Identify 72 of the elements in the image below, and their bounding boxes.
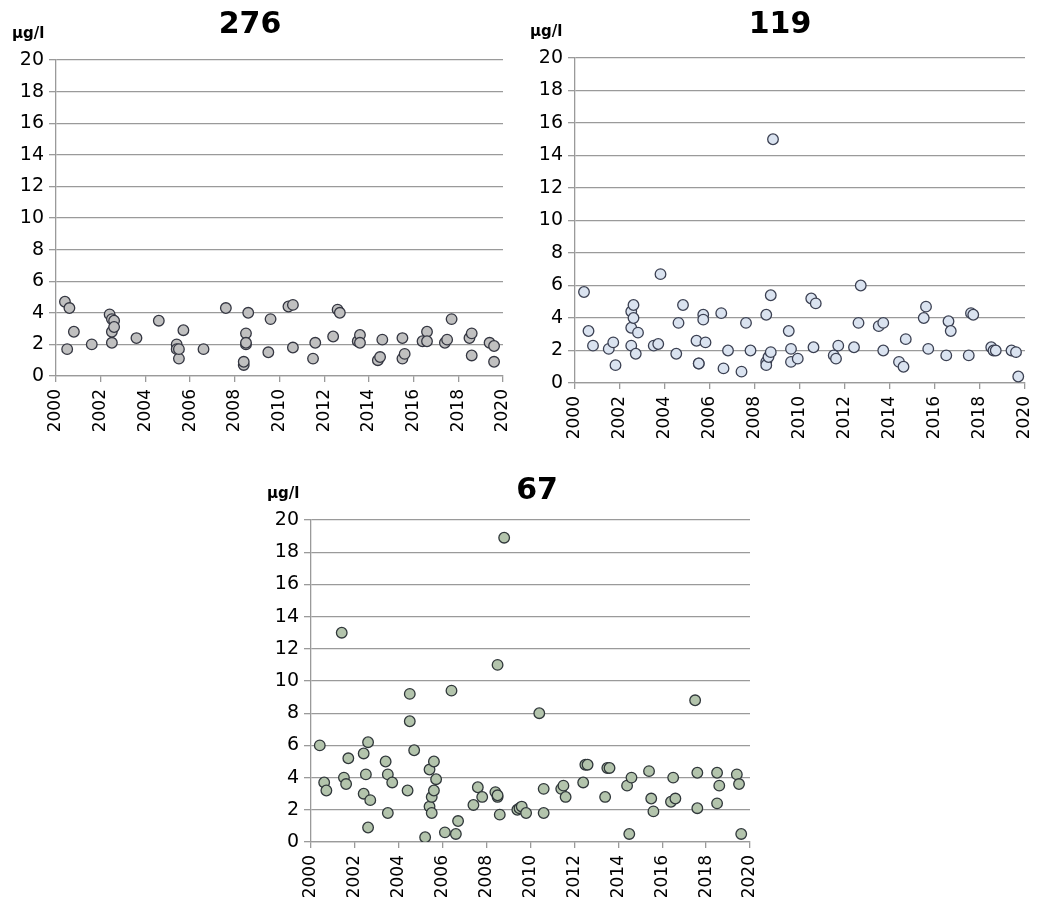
x-tick-label: 2002	[89, 389, 110, 433]
y-tick-label: 8	[550, 239, 563, 262]
y-tick-label: 10	[19, 204, 44, 227]
y-tick-label: 0	[550, 369, 563, 392]
y-tick-label: 12	[274, 635, 299, 658]
y-tick-label: 8	[31, 236, 44, 259]
x-tick-label: 2000	[299, 855, 320, 899]
y-tick-label: 2	[286, 796, 299, 819]
y-tick-label: 20	[274, 506, 299, 529]
x-tick-label: 2012	[312, 389, 333, 433]
x-tick-label: 2006	[698, 396, 719, 440]
x-tick-label: 2008	[743, 396, 764, 440]
x-tick-label: 2004	[387, 855, 408, 899]
y-axis-title: µg/l	[530, 22, 563, 40]
x-tick-label: 2010	[788, 396, 809, 440]
y-tick-label: 4	[31, 299, 44, 322]
x-tick-label: 2010	[267, 389, 288, 433]
y-tick-label: 10	[274, 667, 299, 690]
y-tick-label: 0	[286, 828, 299, 851]
y-tick-label: 2	[550, 337, 563, 360]
y-tick-label: 14	[19, 141, 44, 164]
x-tick-label: 2002	[608, 396, 629, 440]
chart-title: 67	[516, 471, 558, 506]
x-tick-label: 2018	[694, 855, 715, 899]
x-tick-label: 2010	[518, 855, 539, 899]
y-tick-label: 6	[286, 732, 299, 755]
x-tick-label: 2004	[653, 396, 674, 440]
x-tick-label: 2012	[562, 855, 583, 899]
y-tick-label: 4	[286, 764, 299, 787]
x-tick-label: 2016	[402, 389, 423, 433]
y-tick-label: 16	[538, 109, 563, 132]
y-tick-label: 12	[19, 173, 44, 196]
y-tick-label: 10	[538, 207, 563, 230]
x-tick-label: 2016	[650, 855, 671, 899]
x-tick-label: 2018	[968, 396, 989, 440]
y-axis-title: µg/l	[12, 24, 45, 42]
y-tick-label: 14	[538, 142, 563, 165]
y-tick-label: 18	[274, 539, 299, 562]
y-tick-label: 2	[31, 331, 44, 354]
x-tick-label: 2014	[606, 855, 627, 899]
y-tick-label: 12	[538, 174, 563, 197]
x-tick-label: 2020	[491, 389, 512, 433]
x-tick-label: 2004	[133, 389, 154, 433]
y-axis-title: µg/l	[267, 484, 300, 502]
y-tick-label: 18	[19, 78, 44, 101]
x-tick-label: 2020	[738, 855, 759, 899]
chart-title: 119	[748, 5, 812, 40]
y-tick-label: 0	[31, 362, 44, 385]
y-tick-label: 16	[274, 571, 299, 594]
x-tick-label: 2014	[878, 396, 899, 440]
x-tick-label: 2006	[178, 389, 199, 433]
y-tick-label: 6	[550, 272, 563, 295]
x-tick-label: 2008	[223, 389, 244, 433]
x-tick-label: 2006	[431, 855, 452, 899]
y-tick-label: 20	[19, 46, 44, 69]
y-tick-label: 16	[19, 110, 44, 133]
y-tick-label: 8	[286, 700, 299, 723]
y-tick-label: 14	[274, 603, 299, 626]
y-tick-label: 6	[31, 268, 44, 291]
x-tick-label: 2008	[475, 855, 496, 899]
x-tick-label: 2016	[923, 396, 944, 440]
x-tick-label: 2014	[357, 389, 378, 433]
x-tick-label: 2020	[1013, 396, 1034, 440]
x-tick-label: 2000	[563, 396, 584, 440]
y-tick-label: 20	[538, 44, 563, 67]
x-tick-label: 2000	[44, 389, 65, 433]
y-tick-label: 18	[538, 77, 563, 100]
x-tick-label: 2018	[446, 389, 467, 433]
x-tick-label: 2012	[833, 396, 854, 440]
chart-title: 276	[218, 5, 282, 40]
y-tick-label: 4	[550, 304, 563, 327]
x-tick-label: 2002	[343, 855, 364, 899]
